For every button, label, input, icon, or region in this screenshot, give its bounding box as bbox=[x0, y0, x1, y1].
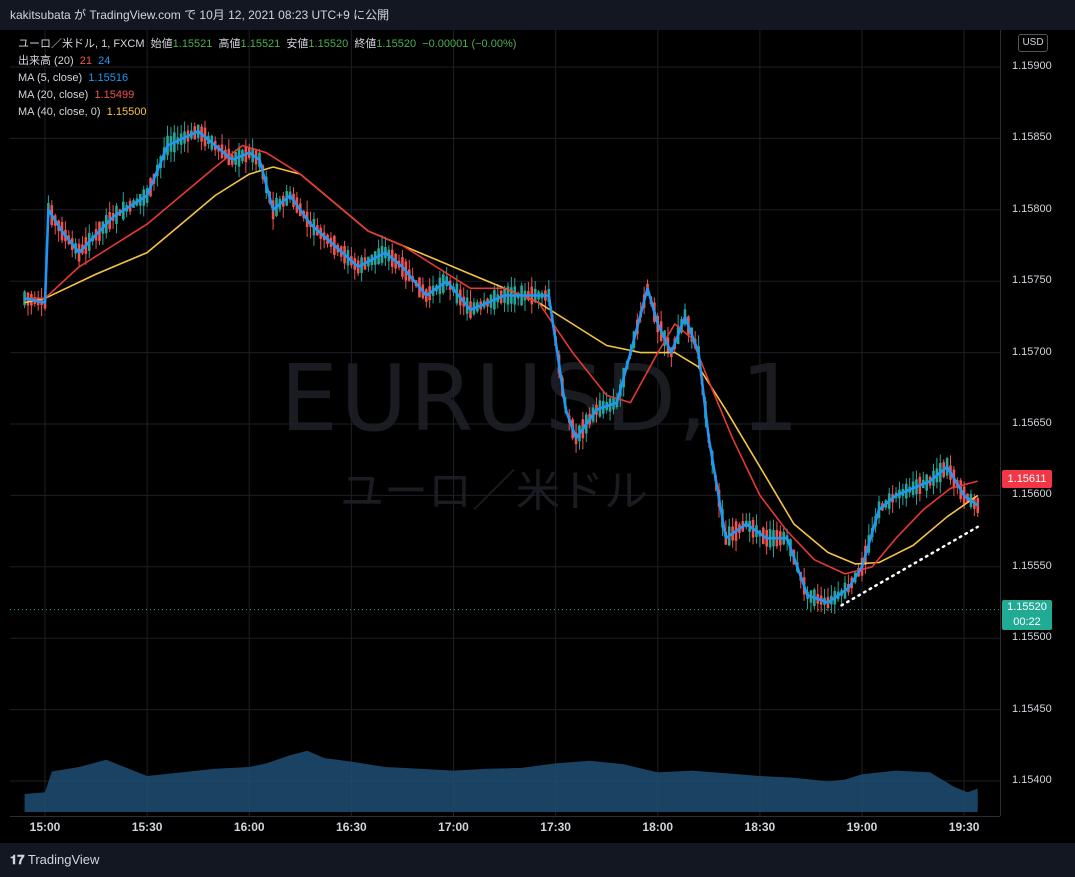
publish-header: kakitsubata が TradingView.com で 10月 12, … bbox=[0, 0, 1075, 30]
price-tick-label: 1.15600 bbox=[1012, 488, 1052, 501]
footer-bar: 𝟏𝟕 TradingView bbox=[0, 843, 1075, 877]
price-tick-label: 1.15750 bbox=[1012, 274, 1052, 287]
time-tick-label: 18:00 bbox=[642, 820, 674, 834]
high-label: 高値 bbox=[218, 38, 241, 50]
time-tick-label: 16:30 bbox=[336, 820, 367, 834]
ma40-value: 1.15500 bbox=[106, 106, 147, 118]
ma20-label: MA (20, close) bbox=[18, 89, 89, 101]
volume-value-1: 21 bbox=[79, 55, 92, 67]
time-tick-label: 19:00 bbox=[846, 820, 878, 834]
time-tick-label: 17:00 bbox=[438, 820, 469, 834]
volume-label: 出来高 (20) bbox=[18, 55, 74, 67]
price-tick-label: 1.15500 bbox=[1012, 631, 1052, 644]
open-label: 始値 bbox=[150, 38, 173, 50]
price-tick-label: 1.15700 bbox=[1012, 345, 1052, 358]
volume-legend-row[interactable]: 出来高 (20) 21 24 bbox=[18, 53, 516, 70]
last-price-tag: 1.15520 00:22 bbox=[1002, 600, 1052, 630]
ma20-value: 1.15499 bbox=[94, 89, 135, 101]
volume-value-2: 24 bbox=[98, 55, 111, 67]
symbol-name[interactable]: ユーロ／米ドル, 1, FXCM bbox=[18, 38, 145, 50]
price-tick-label: 1.15400 bbox=[1012, 774, 1052, 786]
ma40-legend-row[interactable]: MA (40, close, 0) 1.15500 bbox=[18, 104, 516, 121]
time-tick-label: 15:30 bbox=[131, 820, 163, 834]
chart-legend: ユーロ／米ドル, 1, FXCM 始値1.15521 高値1.15521 安値1… bbox=[18, 36, 516, 121]
last-price-value: 1.15520 bbox=[1007, 601, 1047, 613]
brand-name[interactable]: TradingView bbox=[27, 852, 100, 867]
open-value: 1.15521 bbox=[172, 38, 213, 50]
price-scale[interactable] bbox=[1000, 30, 1075, 816]
price-tick-label: 1.15450 bbox=[1012, 702, 1052, 715]
price-tick-label: 1.15550 bbox=[1012, 559, 1052, 572]
ma5-value: 1.15516 bbox=[88, 72, 129, 84]
ohlc-row: ユーロ／米ドル, 1, FXCM 始値1.15521 高値1.15521 安値1… bbox=[18, 36, 516, 53]
time-tick-label: 17:30 bbox=[540, 820, 571, 834]
price-tick-label: 1.15900 bbox=[1012, 60, 1052, 72]
time-tick-label: 19:30 bbox=[948, 820, 980, 834]
time-scale[interactable] bbox=[10, 816, 1000, 843]
symbol-watermark: EURUSD, 1 bbox=[280, 345, 801, 452]
tradingview-logo-icon[interactable]: 𝟏𝟕 bbox=[10, 852, 25, 867]
time-tick-label: 18:30 bbox=[744, 820, 776, 834]
publish-info: kakitsubata が TradingView.com で 10月 12, … bbox=[10, 8, 390, 22]
close-label: 終値 bbox=[354, 38, 377, 50]
time-tick-label: 16:00 bbox=[233, 820, 265, 834]
close-value: 1.15520 bbox=[376, 38, 417, 50]
ma20-legend-row[interactable]: MA (20, close) 1.15499 bbox=[18, 87, 516, 104]
name-watermark: ユーロ／米ドル bbox=[340, 466, 648, 517]
low-value: 1.15520 bbox=[308, 38, 349, 50]
ma5-legend-row[interactable]: MA (5, close) 1.15516 bbox=[18, 70, 516, 87]
currency-button[interactable]: USD bbox=[1018, 34, 1048, 52]
ma5-label: MA (5, close) bbox=[18, 72, 83, 84]
time-tick-label: 15:00 bbox=[29, 820, 61, 834]
ma40-label: MA (40, close, 0) bbox=[18, 106, 101, 118]
high-value: 1.15521 bbox=[240, 38, 281, 50]
price-tick-label: 1.15650 bbox=[1012, 417, 1052, 429]
change-value: −0.00001 (−0.00%) bbox=[422, 38, 517, 50]
low-label: 安値 bbox=[286, 38, 309, 50]
bar-countdown: 00:22 bbox=[1013, 616, 1041, 628]
price-tick-label: 1.15800 bbox=[1012, 202, 1052, 215]
price-tick-label: 1.15850 bbox=[1012, 131, 1052, 144]
ma-price-tag: 1.15611 bbox=[1002, 470, 1052, 488]
